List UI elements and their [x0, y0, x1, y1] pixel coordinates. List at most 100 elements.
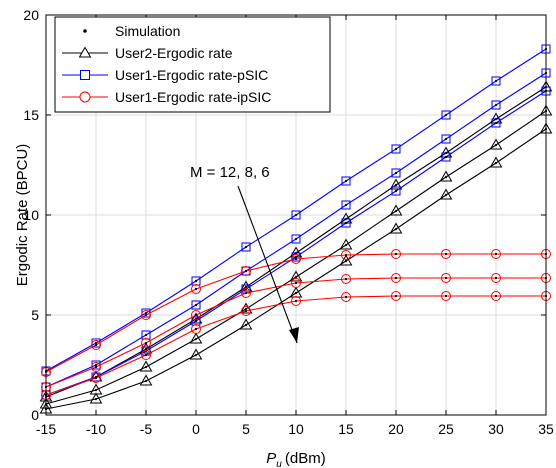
simulation-dot [294, 275, 298, 279]
simulation-dot [144, 365, 148, 369]
data-point-circle [441, 249, 451, 259]
x-tick-label: 0 [192, 421, 200, 437]
series-lines [39, 44, 553, 414]
simulation-dot [144, 353, 148, 357]
simulation-dot [244, 285, 248, 289]
x-tick-label: 5 [242, 421, 250, 437]
simulation-dot [394, 294, 398, 298]
simulation-dot [494, 103, 498, 107]
data-point-circle [341, 274, 351, 284]
x-tick-label: -10 [86, 421, 106, 437]
simulation-dot [294, 299, 298, 303]
data-point-square [391, 168, 401, 178]
data-point-circle [391, 291, 401, 301]
simulation-dot [94, 343, 98, 347]
simulation-dot [494, 143, 498, 147]
simulation-dot [444, 113, 448, 117]
data-point-square [491, 100, 501, 110]
data-point-circle [291, 296, 301, 306]
simulation-dot [94, 397, 98, 401]
simulation-dot [194, 327, 198, 331]
simulation-dot [144, 333, 148, 337]
x-axis-label-unit: (dBm) [285, 450, 326, 467]
legend-marker-triangle [78, 46, 92, 58]
data-point-square [491, 76, 501, 86]
data-point-circle [191, 284, 201, 294]
y-tick-label: 0 [31, 407, 39, 423]
y-tick-label: 20 [23, 7, 39, 23]
legend-label-simulation: Simulation [115, 23, 180, 39]
data-point-triangle [189, 348, 203, 360]
y-axis-label: Ergodic Rate (BPCU) [14, 144, 31, 287]
x-axis-label-symbol: P [266, 450, 276, 467]
x-tick-label: 15 [338, 421, 354, 437]
data-point-square [391, 144, 401, 154]
x-tick-label: 20 [388, 421, 404, 437]
simulation-dot [194, 287, 198, 291]
simulation-dot [144, 341, 148, 345]
legend-entry-user2: User2-Ergodic rate [62, 45, 233, 61]
simulation-dot [144, 313, 148, 317]
data-point-square [341, 200, 351, 210]
series-circle-12 [41, 249, 551, 377]
data-point-triangle [139, 360, 153, 372]
data-point-circle [491, 249, 501, 259]
series-square-12 [41, 44, 551, 376]
simulation-dot [344, 259, 348, 263]
y-tick-label: 5 [31, 307, 39, 323]
simulation-dot [144, 347, 148, 351]
simulation-dot [494, 276, 498, 280]
data-point-triangle [89, 392, 103, 404]
simulation-dot [194, 337, 198, 341]
simulation-dot [94, 365, 98, 369]
simulation-dot [194, 313, 198, 317]
legend-label-user1-psic: User1-Ergodic rate-pSIC [115, 67, 268, 83]
data-point-circle [191, 324, 201, 334]
simulation-dot [244, 245, 248, 249]
legend-entry-user1-psic: User1-Ergodic rate-pSIC [62, 67, 268, 83]
simulation-dot [444, 193, 448, 197]
simulation-dot [394, 171, 398, 175]
series-circle-8 [41, 273, 551, 392]
data-point-square [441, 134, 451, 144]
series-triangle-6 [39, 122, 553, 414]
simulation-dot [394, 183, 398, 187]
legend-label-user2: User2-Ergodic rate [115, 45, 233, 61]
tick-labels: -15 -10 -5 0 5 10 15 20 25 30 35 0 5 10 15 20 [23, 7, 554, 437]
simulation-dot [444, 276, 448, 280]
simulation-dot [394, 227, 398, 231]
data-point-triangle [239, 302, 253, 314]
simulation-dot [344, 179, 348, 183]
data-point-circle [291, 254, 301, 264]
data-point-triangle [389, 222, 403, 234]
simulation-dot [294, 237, 298, 241]
simulation-dot [444, 137, 448, 141]
simulation-dot [494, 79, 498, 83]
data-point-circle [241, 306, 251, 316]
simulation-dot [344, 295, 348, 299]
data-point-circle [141, 350, 151, 360]
x-tick-label: -5 [140, 421, 153, 437]
simulation-dot [94, 388, 98, 392]
data-point-square [291, 234, 301, 244]
data-point-triangle [139, 374, 153, 386]
data-point-triangle [439, 170, 453, 182]
x-tick-label: 30 [488, 421, 504, 437]
x-tick-label: 25 [438, 421, 454, 437]
simulation-dot [494, 161, 498, 165]
annotation-arrow [237, 185, 299, 344]
data-point-triangle [289, 270, 303, 282]
data-point-circle [91, 373, 101, 383]
data-point-circle [141, 338, 151, 348]
legend-marker-square [80, 70, 90, 80]
simulation-dot [244, 323, 248, 327]
annotation-text: M = 12, 8, 6 [190, 164, 270, 181]
data-point-triangle [489, 138, 503, 150]
data-point-triangle [339, 254, 353, 266]
data-point-square [191, 300, 201, 310]
x-axis-label-subscript: u [276, 459, 282, 468]
data-point-triangle [339, 238, 353, 250]
data-point-circle [91, 362, 101, 372]
simulation-dot [194, 319, 198, 323]
